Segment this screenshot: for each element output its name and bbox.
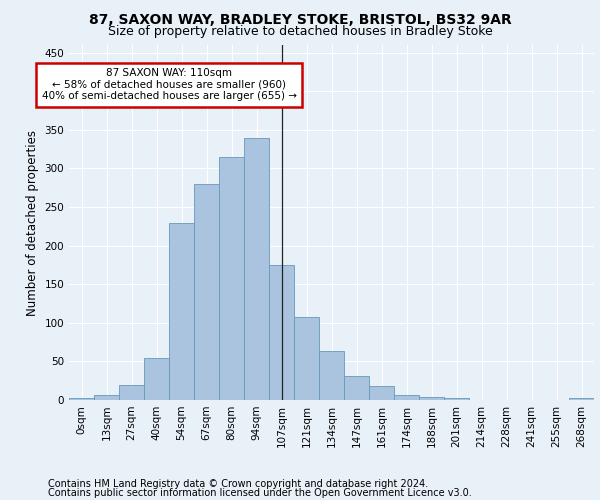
Bar (444, 398, 469, 400)
Bar (294, 318, 319, 400)
Y-axis label: Number of detached properties: Number of detached properties (26, 130, 39, 316)
Text: 87, SAXON WAY, BRADLEY STOKE, BRISTOL, BS32 9AR: 87, SAXON WAY, BRADLEY STOKE, BRISTOL, B… (89, 12, 511, 26)
Bar (69, 398, 94, 400)
Bar (119, 384, 144, 400)
Text: Contains HM Land Registry data © Crown copyright and database right 2024.: Contains HM Land Registry data © Crown c… (48, 479, 428, 489)
Bar (169, 222, 194, 400)
Bar (219, 157, 244, 400)
Bar (344, 376, 369, 400)
Bar (394, 394, 419, 400)
Bar (144, 358, 169, 400)
Bar (269, 265, 294, 400)
Bar (319, 352, 344, 400)
Bar (369, 386, 394, 400)
Text: Size of property relative to detached houses in Bradley Stoke: Size of property relative to detached ho… (107, 25, 493, 38)
Text: Contains public sector information licensed under the Open Government Licence v3: Contains public sector information licen… (48, 488, 472, 498)
Bar (569, 398, 594, 400)
Bar (194, 184, 219, 400)
Bar (419, 397, 444, 400)
Bar (244, 138, 269, 400)
Text: 87 SAXON WAY: 110sqm
← 58% of detached houses are smaller (960)
40% of semi-deta: 87 SAXON WAY: 110sqm ← 58% of detached h… (41, 68, 296, 102)
Bar (94, 396, 119, 400)
